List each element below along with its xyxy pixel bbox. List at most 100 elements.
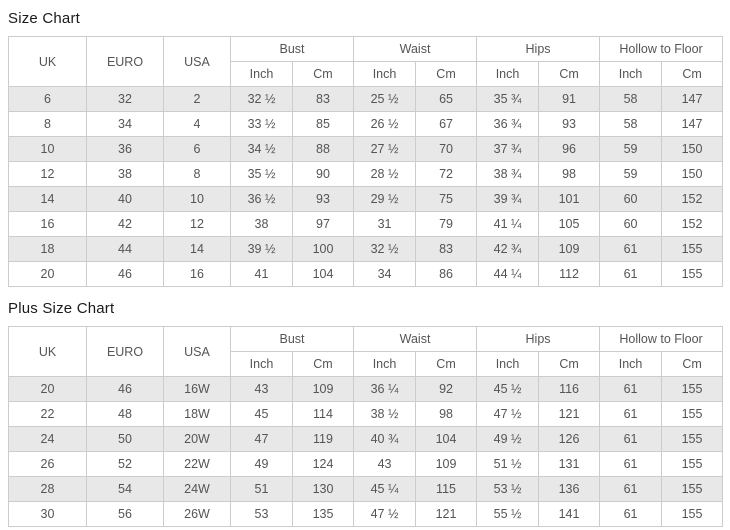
header-group-bust: Bust [229,326,355,352]
cell: 67 [415,111,478,137]
cell: 4 [163,111,231,137]
header-group-waist: Waist [353,36,478,62]
cell: 38 ¾ [476,161,540,187]
cell: 20 [8,261,87,287]
cell: 18 [8,236,87,262]
cell: 35 ½ [230,161,293,187]
header-group-bust: Bust [229,36,355,62]
cell: 93 [291,186,355,212]
cell: 126 [538,426,601,452]
cell: 109 [291,376,355,402]
unit-header-cm: Cm [538,61,601,87]
cell: 98 [538,161,601,187]
cell: 51 [230,476,293,502]
cell: 121 [415,501,478,527]
cell: 36 ¾ [476,111,540,137]
cell: 45 ¼ [353,476,417,502]
cell: 50 [86,426,164,452]
cell: 105 [538,211,601,237]
plus-size-chart-body: 20 46 16W 43 109 36 ¼ 92 45 ½ 116 61 155 22 48 18W 45 1… [8,376,724,527]
cell: 47 ½ [476,401,540,427]
cell: 14 [8,186,87,212]
table-row: 12 38 8 35 ½ 90 28 ½ 72 38 ¾ 98 59 150 [8,161,724,187]
cell: 60 [599,186,663,212]
table-row: 24 50 20W 47 119 40 ¾ 104 49 ½ 126 61 155 [8,426,724,452]
cell: 2 [163,86,231,112]
table-row: 20 46 16W 43 109 36 ¼ 92 45 ½ 116 61 155 [8,376,724,402]
cell: 150 [661,161,724,187]
cell: 90 [291,161,355,187]
cell: 25 ½ [353,86,417,112]
table-row: 6 32 2 32 ½ 83 25 ½ 65 35 ¾ 91 58 147 [8,86,724,112]
cell: 8 [163,161,231,187]
plus-size-chart-header: UK EURO USA Bust Waist Hips Hollow to Fl… [8,326,724,377]
unit-header-cm: Cm [661,61,724,87]
size-chart-table: UK EURO USA Bust Waist Hips Hollow to Fl… [8,36,724,287]
cell: 48 [86,401,164,427]
cell: 65 [415,86,478,112]
table-row: 16 42 12 38 97 31 79 41 ¼ 105 60 152 [8,211,724,237]
unit-header-cm: Cm [291,61,355,87]
cell: 97 [291,211,355,237]
cell: 61 [599,236,663,262]
plus-size-chart-title: Plus Size Chart [8,300,115,317]
cell: 35 ¾ [476,86,540,112]
header-uk: UK [8,326,87,377]
cell: 147 [661,111,724,137]
cell: 51 ½ [476,451,540,477]
unit-header-cm: Cm [291,351,355,377]
header-euro: EURO [86,36,164,87]
cell: 36 ½ [230,186,293,212]
table-row: 18 44 14 39 ½ 100 32 ½ 83 42 ¾ 109 61 155 [8,236,724,262]
cell: 92 [415,376,478,402]
cell: 104 [415,426,478,452]
cell: 36 ¼ [353,376,417,402]
cell: 59 [599,136,663,162]
cell: 22W [163,451,231,477]
cell: 101 [538,186,601,212]
cell: 116 [538,376,601,402]
cell: 121 [538,401,601,427]
cell: 27 ½ [353,136,417,162]
cell: 45 [230,401,293,427]
table-row: 26 52 22W 49 124 43 109 51 ½ 131 61 155 [8,451,724,477]
cell: 49 [230,451,293,477]
table-row: 22 48 18W 45 114 38 ½ 98 47 ½ 121 61 155 [8,401,724,427]
cell: 26 ½ [353,111,417,137]
cell: 61 [599,261,663,287]
cell: 24 [8,426,87,452]
header-group-hollow-to-floor: Hollow to Floor [599,326,724,352]
cell: 152 [661,211,724,237]
cell: 47 [230,426,293,452]
cell: 34 [86,111,164,137]
cell: 44 ¼ [476,261,540,287]
cell: 91 [538,86,601,112]
cell: 70 [415,136,478,162]
cell: 53 ½ [476,476,540,502]
cell: 83 [291,86,355,112]
cell: 14 [163,236,231,262]
cell: 41 [230,261,293,287]
cell: 55 ½ [476,501,540,527]
cell: 98 [415,401,478,427]
cell: 33 ½ [230,111,293,137]
cell: 26 [8,451,87,477]
cell: 45 ½ [476,376,540,402]
cell: 46 [86,376,164,402]
cell: 136 [538,476,601,502]
cell: 155 [661,476,724,502]
size-chart-body: 6 32 2 32 ½ 83 25 ½ 65 35 ¾ 91 58 147 8 34 4 33 ½ 85 26 … [8,86,724,287]
cell: 155 [661,501,724,527]
cell: 31 [353,211,417,237]
cell: 59 [599,161,663,187]
header-usa: USA [163,326,231,377]
cell: 155 [661,376,724,402]
header-group-waist: Waist [353,326,478,352]
table-row: 10 36 6 34 ½ 88 27 ½ 70 37 ¾ 96 59 150 [8,136,724,162]
cell: 130 [291,476,355,502]
cell: 88 [291,136,355,162]
unit-header-cm: Cm [415,61,478,87]
cell: 155 [661,426,724,452]
cell: 26W [163,501,231,527]
table-row: 8 34 4 33 ½ 85 26 ½ 67 36 ¾ 93 58 147 [8,111,724,137]
